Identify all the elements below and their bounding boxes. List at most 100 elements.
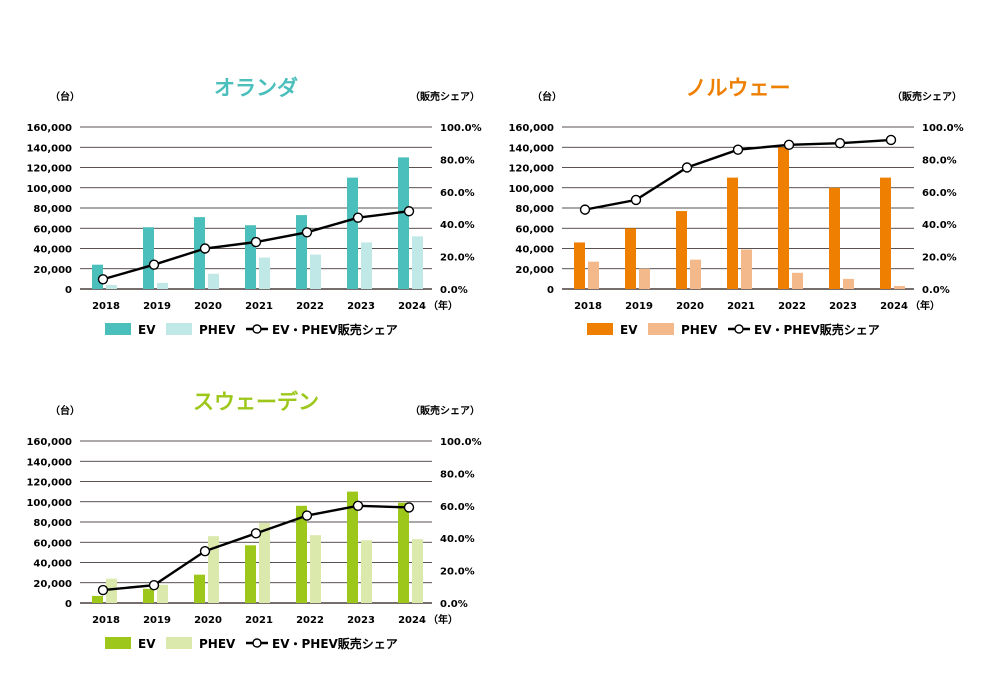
- bar-ev-2022: [296, 215, 307, 289]
- chart-norway-svg: ノルウェー （台） （販売シェア） 0 20,000 40,000 60,000 80,000…: [508, 76, 964, 337]
- y-tick-label: 140,000: [26, 143, 72, 154]
- share-point-2021: [732, 144, 744, 155]
- share-point-2023: [352, 212, 364, 223]
- x-tick-label: 2019: [143, 615, 171, 626]
- bar-ev-2024: [880, 177, 891, 289]
- x-tick-label: 2024: [880, 301, 908, 312]
- x-tick-label: 2018: [92, 301, 120, 312]
- y2-tick-label: 60.0%: [922, 188, 957, 199]
- share-point-2019: [148, 579, 160, 591]
- legend-ev-swatch: [587, 323, 613, 335]
- bar-phev-2021: [259, 257, 270, 289]
- share-point-2020: [199, 243, 211, 254]
- bar-phev-2019: [157, 584, 168, 603]
- y-tick-label: 40,000: [33, 245, 72, 256]
- legend-phev-swatch: [648, 323, 674, 335]
- bar-phev-2024: [894, 285, 905, 289]
- bar-ev-2019: [625, 228, 636, 289]
- bar-ev-2021: [245, 545, 256, 603]
- share-point-2024: [403, 206, 415, 217]
- y2-tick-label: 40.0%: [922, 220, 957, 231]
- y2-tick-label: 100.0%: [440, 123, 482, 134]
- share-point-2019: [630, 194, 642, 206]
- bar-ev-2023: [829, 187, 840, 289]
- y2-tick-label: 100.0%: [922, 123, 964, 134]
- legend-share-marker: [252, 638, 262, 648]
- y-tick-label: 20,000: [515, 265, 554, 276]
- y-tick-label: 20,000: [33, 265, 72, 276]
- share-point-2018: [97, 584, 109, 596]
- bar-ev-2022: [778, 147, 789, 289]
- x-tick-label: 2021: [245, 615, 273, 626]
- legend-ev-label: EV: [620, 323, 638, 337]
- bar-ev-2024: [398, 502, 409, 603]
- bar-ev-2023: [347, 491, 358, 603]
- legend-share-label: EV・PHEV販売シェア: [272, 322, 398, 337]
- bar-ev-2018: [574, 242, 585, 289]
- chart-title: スウェーデン: [193, 390, 319, 414]
- right-axis-unit: （販売シェア）: [892, 90, 962, 103]
- x-axis-unit: （年）: [910, 299, 940, 312]
- bar-phev-2021: [259, 523, 270, 603]
- bar-phev-2024: [412, 236, 423, 289]
- left-axis-unit: （台）: [50, 90, 80, 103]
- x-axis-unit: （年）: [428, 613, 458, 626]
- bar-phev-2020: [208, 273, 219, 289]
- y-tick-label: 60,000: [33, 224, 72, 235]
- legend-phev-label: PHEV: [199, 323, 236, 337]
- x-tick-label: 2023: [347, 615, 375, 626]
- right-axis-unit: （販売シェア）: [410, 90, 480, 103]
- y-tick-label: 20,000: [33, 579, 72, 590]
- share-point-2018: [97, 274, 109, 285]
- chart-sweden-svg: スウェーデン （台） （販売シェア） 0 20,000 40,000 60,000 80,00…: [26, 390, 481, 651]
- y-tick-label: 80,000: [33, 518, 72, 529]
- y-tick-label: 160,000: [508, 123, 554, 134]
- y-tick-label: 60,000: [515, 224, 554, 235]
- chart-title: オランダ: [214, 76, 298, 100]
- x-tick-label: 2018: [92, 615, 120, 626]
- y-tick-label: 0: [547, 285, 554, 296]
- x-tick-label: 2018: [574, 301, 602, 312]
- bar-phev-2023: [361, 242, 372, 289]
- share-point-2022: [783, 139, 795, 151]
- y-tick-label: 0: [65, 285, 72, 296]
- bar-ev-2018: [92, 264, 103, 289]
- x-tick-label: 2023: [829, 301, 857, 312]
- y2-tick-label: 60.0%: [440, 502, 475, 513]
- share-point-2022: [301, 227, 313, 238]
- y-tick-label: 140,000: [508, 143, 554, 154]
- bar-ev-2023: [347, 177, 358, 289]
- y2-tick-label: 0.0%: [922, 285, 950, 296]
- bar-ev-2021: [245, 225, 256, 289]
- bar-ev-2022: [296, 505, 307, 603]
- y2-tick-label: 20.0%: [922, 253, 957, 264]
- x-tick-label: 2022: [296, 615, 324, 626]
- bar-phev-2022: [792, 272, 803, 289]
- x-tick-label: 2020: [676, 301, 704, 312]
- y-tick-label: 160,000: [26, 437, 72, 448]
- legend-phev-label: PHEV: [681, 323, 718, 337]
- legend-phev-swatch: [166, 637, 192, 649]
- legend-phev-label: PHEV: [199, 637, 236, 651]
- y2-tick-label: 60.0%: [440, 188, 475, 199]
- bar-phev-2021: [741, 249, 752, 289]
- chart-netherlands-svg: オランダ （台） （販売シェア） 0 20,000 40,000 60,000 80,000 1…: [26, 76, 482, 337]
- y2-tick-label: 40.0%: [440, 534, 475, 545]
- x-tick-label: 2019: [143, 301, 171, 312]
- share-point-2020: [199, 545, 211, 557]
- share-point-2021: [250, 528, 262, 539]
- bar-ev-2021: [727, 177, 738, 289]
- y-tick-label: 100,000: [26, 498, 72, 509]
- y-tick-label: 120,000: [26, 164, 72, 175]
- y2-tick-label: 80.0%: [440, 155, 475, 166]
- share-point-2024: [885, 134, 897, 146]
- y-tick-label: 120,000: [508, 164, 554, 175]
- x-tick-label: 2022: [778, 301, 806, 312]
- x-tick-label: 2021: [727, 301, 755, 312]
- x-tick-label: 2022: [296, 301, 324, 312]
- y-tick-label: 100,000: [26, 184, 72, 195]
- bar-ev-2020: [194, 217, 205, 289]
- y-tick-label: 80,000: [33, 204, 72, 215]
- x-axis-unit: （年）: [428, 299, 458, 312]
- y2-tick-label: 0.0%: [440, 285, 468, 296]
